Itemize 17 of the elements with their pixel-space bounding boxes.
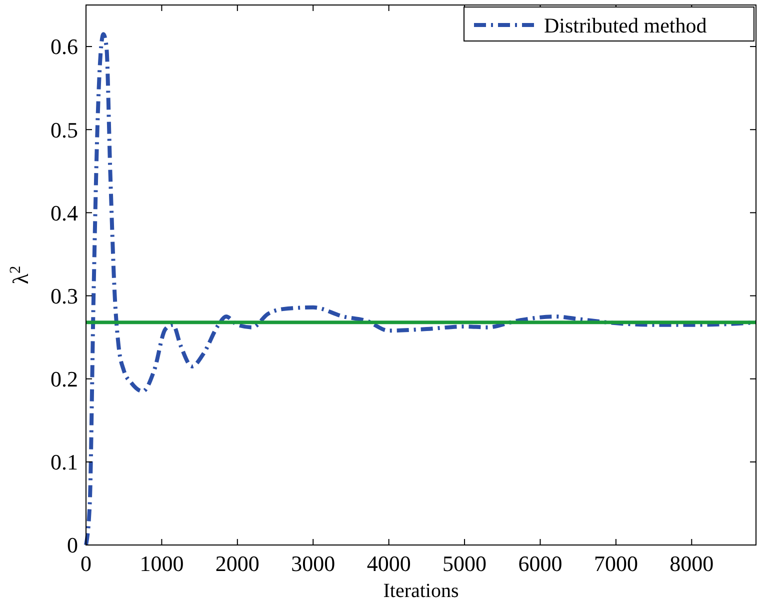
y-tick-label: 0.1 — [50, 450, 78, 475]
y-tick-label: 0.3 — [50, 283, 78, 308]
legend-label: Distributed method — [544, 13, 708, 38]
x-tick-label: 3000 — [291, 551, 336, 576]
x-tick-label: 1000 — [140, 551, 184, 576]
y-tick-label: 0 — [67, 532, 78, 558]
x-tick-label: 5000 — [442, 551, 487, 576]
x-tick-label: 8000 — [670, 551, 714, 576]
y-tick-label: 0.4 — [50, 200, 78, 226]
x-tick-label: 2000 — [215, 551, 260, 576]
y-tick-label: 0.2 — [50, 366, 78, 392]
y-tick-label: 0.6 — [50, 34, 78, 60]
x-axis-title: Iterations — [383, 580, 459, 602]
x-tick-label: 7000 — [594, 551, 638, 576]
x-tick-label: 4000 — [366, 551, 411, 576]
y-tick-label: 0.5 — [50, 117, 78, 142]
x-tick-label: 6000 — [518, 551, 562, 576]
